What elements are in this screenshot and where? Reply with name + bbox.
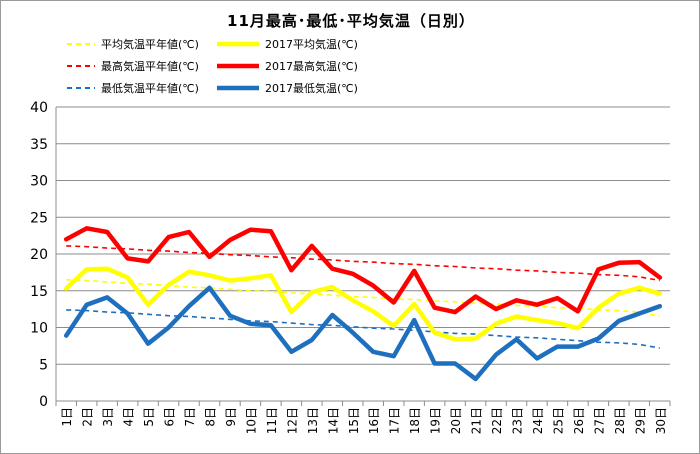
x-tick-label-24: 24日 bbox=[531, 407, 545, 434]
legend-swatch-max-2017 bbox=[217, 63, 259, 69]
x-tick-label-21: 21日 bbox=[470, 407, 484, 434]
chart-title: 11月最高･最低･平均気温（日別） bbox=[227, 12, 475, 30]
legend-item-max-normal: 最高気温平年値(℃) bbox=[67, 58, 199, 74]
x-tick-label-25: 25日 bbox=[551, 407, 565, 434]
y-tick-label-30: 30 bbox=[30, 174, 48, 190]
x-tick-label-14: 14日 bbox=[326, 407, 340, 434]
x-tick-label-28: 28日 bbox=[613, 407, 627, 434]
x-tick-label-26: 26日 bbox=[572, 407, 586, 434]
y-tick-label-40: 40 bbox=[30, 100, 48, 116]
y-tick-label-0: 0 bbox=[39, 394, 48, 410]
y-tick-label-5: 5 bbox=[39, 357, 48, 373]
x-tick-label-7: 7日 bbox=[183, 407, 197, 427]
legend-label-max-2017: 2017最高気温(℃) bbox=[265, 60, 358, 73]
x-tick-label-12: 12日 bbox=[285, 407, 299, 434]
legend-item-min-normal: 最低気温平年値(℃) bbox=[67, 80, 199, 96]
x-tick-label-17: 17日 bbox=[388, 407, 402, 434]
x-tick-label-18: 18日 bbox=[408, 407, 422, 434]
legend-swatch-min-normal bbox=[67, 87, 95, 89]
x-tick-label-16: 16日 bbox=[367, 407, 381, 434]
x-tick-label-10: 10日 bbox=[244, 407, 258, 434]
y-tick-label-20: 20 bbox=[30, 247, 48, 263]
legend-label-avg-normal: 平均気温平年値(℃) bbox=[101, 38, 199, 51]
series-line-max-2017 bbox=[63, 226, 663, 315]
series-line-min-normal bbox=[66, 309, 660, 349]
x-tick-label-11: 11日 bbox=[265, 407, 279, 434]
x-tick-label-13: 13日 bbox=[306, 407, 320, 434]
legend-swatch-avg-normal bbox=[67, 43, 95, 45]
legend-label-min-2017: 2017最低気温(℃) bbox=[265, 82, 358, 95]
legend-swatch-max-normal bbox=[67, 65, 95, 67]
x-tick-label-20: 20日 bbox=[449, 407, 463, 434]
series-line-min-2017 bbox=[63, 285, 663, 382]
legend-item-max-2017: 2017最高気温(℃) bbox=[217, 58, 358, 74]
legend-label-avg-2017: 2017平均気温(℃) bbox=[265, 38, 358, 51]
x-tick-label-15: 15日 bbox=[347, 407, 361, 434]
legend-item-avg-normal: 平均気温平年値(℃) bbox=[67, 36, 199, 52]
legend-item-avg-2017: 2017平均気温(℃) bbox=[217, 36, 358, 52]
x-tick-label-9: 9日 bbox=[224, 407, 238, 427]
series-line-avg-2017 bbox=[63, 266, 663, 342]
y-tick-label-25: 25 bbox=[30, 210, 48, 226]
x-tick-label-2: 2日 bbox=[81, 407, 95, 427]
x-tick-label-8: 8日 bbox=[204, 407, 218, 427]
legend-label-max-normal: 最高気温平年値(℃) bbox=[101, 60, 199, 73]
y-tick-label-15: 15 bbox=[30, 284, 48, 300]
x-tick-label-6: 6日 bbox=[163, 407, 177, 427]
y-tick-label-10: 10 bbox=[30, 321, 48, 337]
x-tick-label-1: 1日 bbox=[60, 407, 74, 427]
series-line-max-normal bbox=[66, 245, 660, 282]
x-tick-label-29: 29日 bbox=[633, 407, 647, 434]
x-tick-label-5: 5日 bbox=[142, 407, 156, 427]
x-tick-label-4: 4日 bbox=[122, 407, 136, 427]
x-tick-label-3: 3日 bbox=[101, 407, 115, 427]
x-tick-label-19: 19日 bbox=[429, 407, 443, 434]
x-tick-label-27: 27日 bbox=[592, 407, 606, 434]
x-tick-label-22: 22日 bbox=[490, 407, 504, 434]
legend-item-min-2017: 2017最低気温(℃) bbox=[217, 80, 358, 96]
y-tick-label-35: 35 bbox=[30, 137, 48, 153]
x-tick-label-30: 30日 bbox=[654, 407, 668, 434]
x-tick-label-23: 23日 bbox=[511, 407, 525, 434]
legend-swatch-avg-2017 bbox=[217, 41, 259, 47]
legend-label-min-normal: 最低気温平年値(℃) bbox=[101, 82, 199, 95]
legend-swatch-min-2017 bbox=[217, 85, 259, 91]
